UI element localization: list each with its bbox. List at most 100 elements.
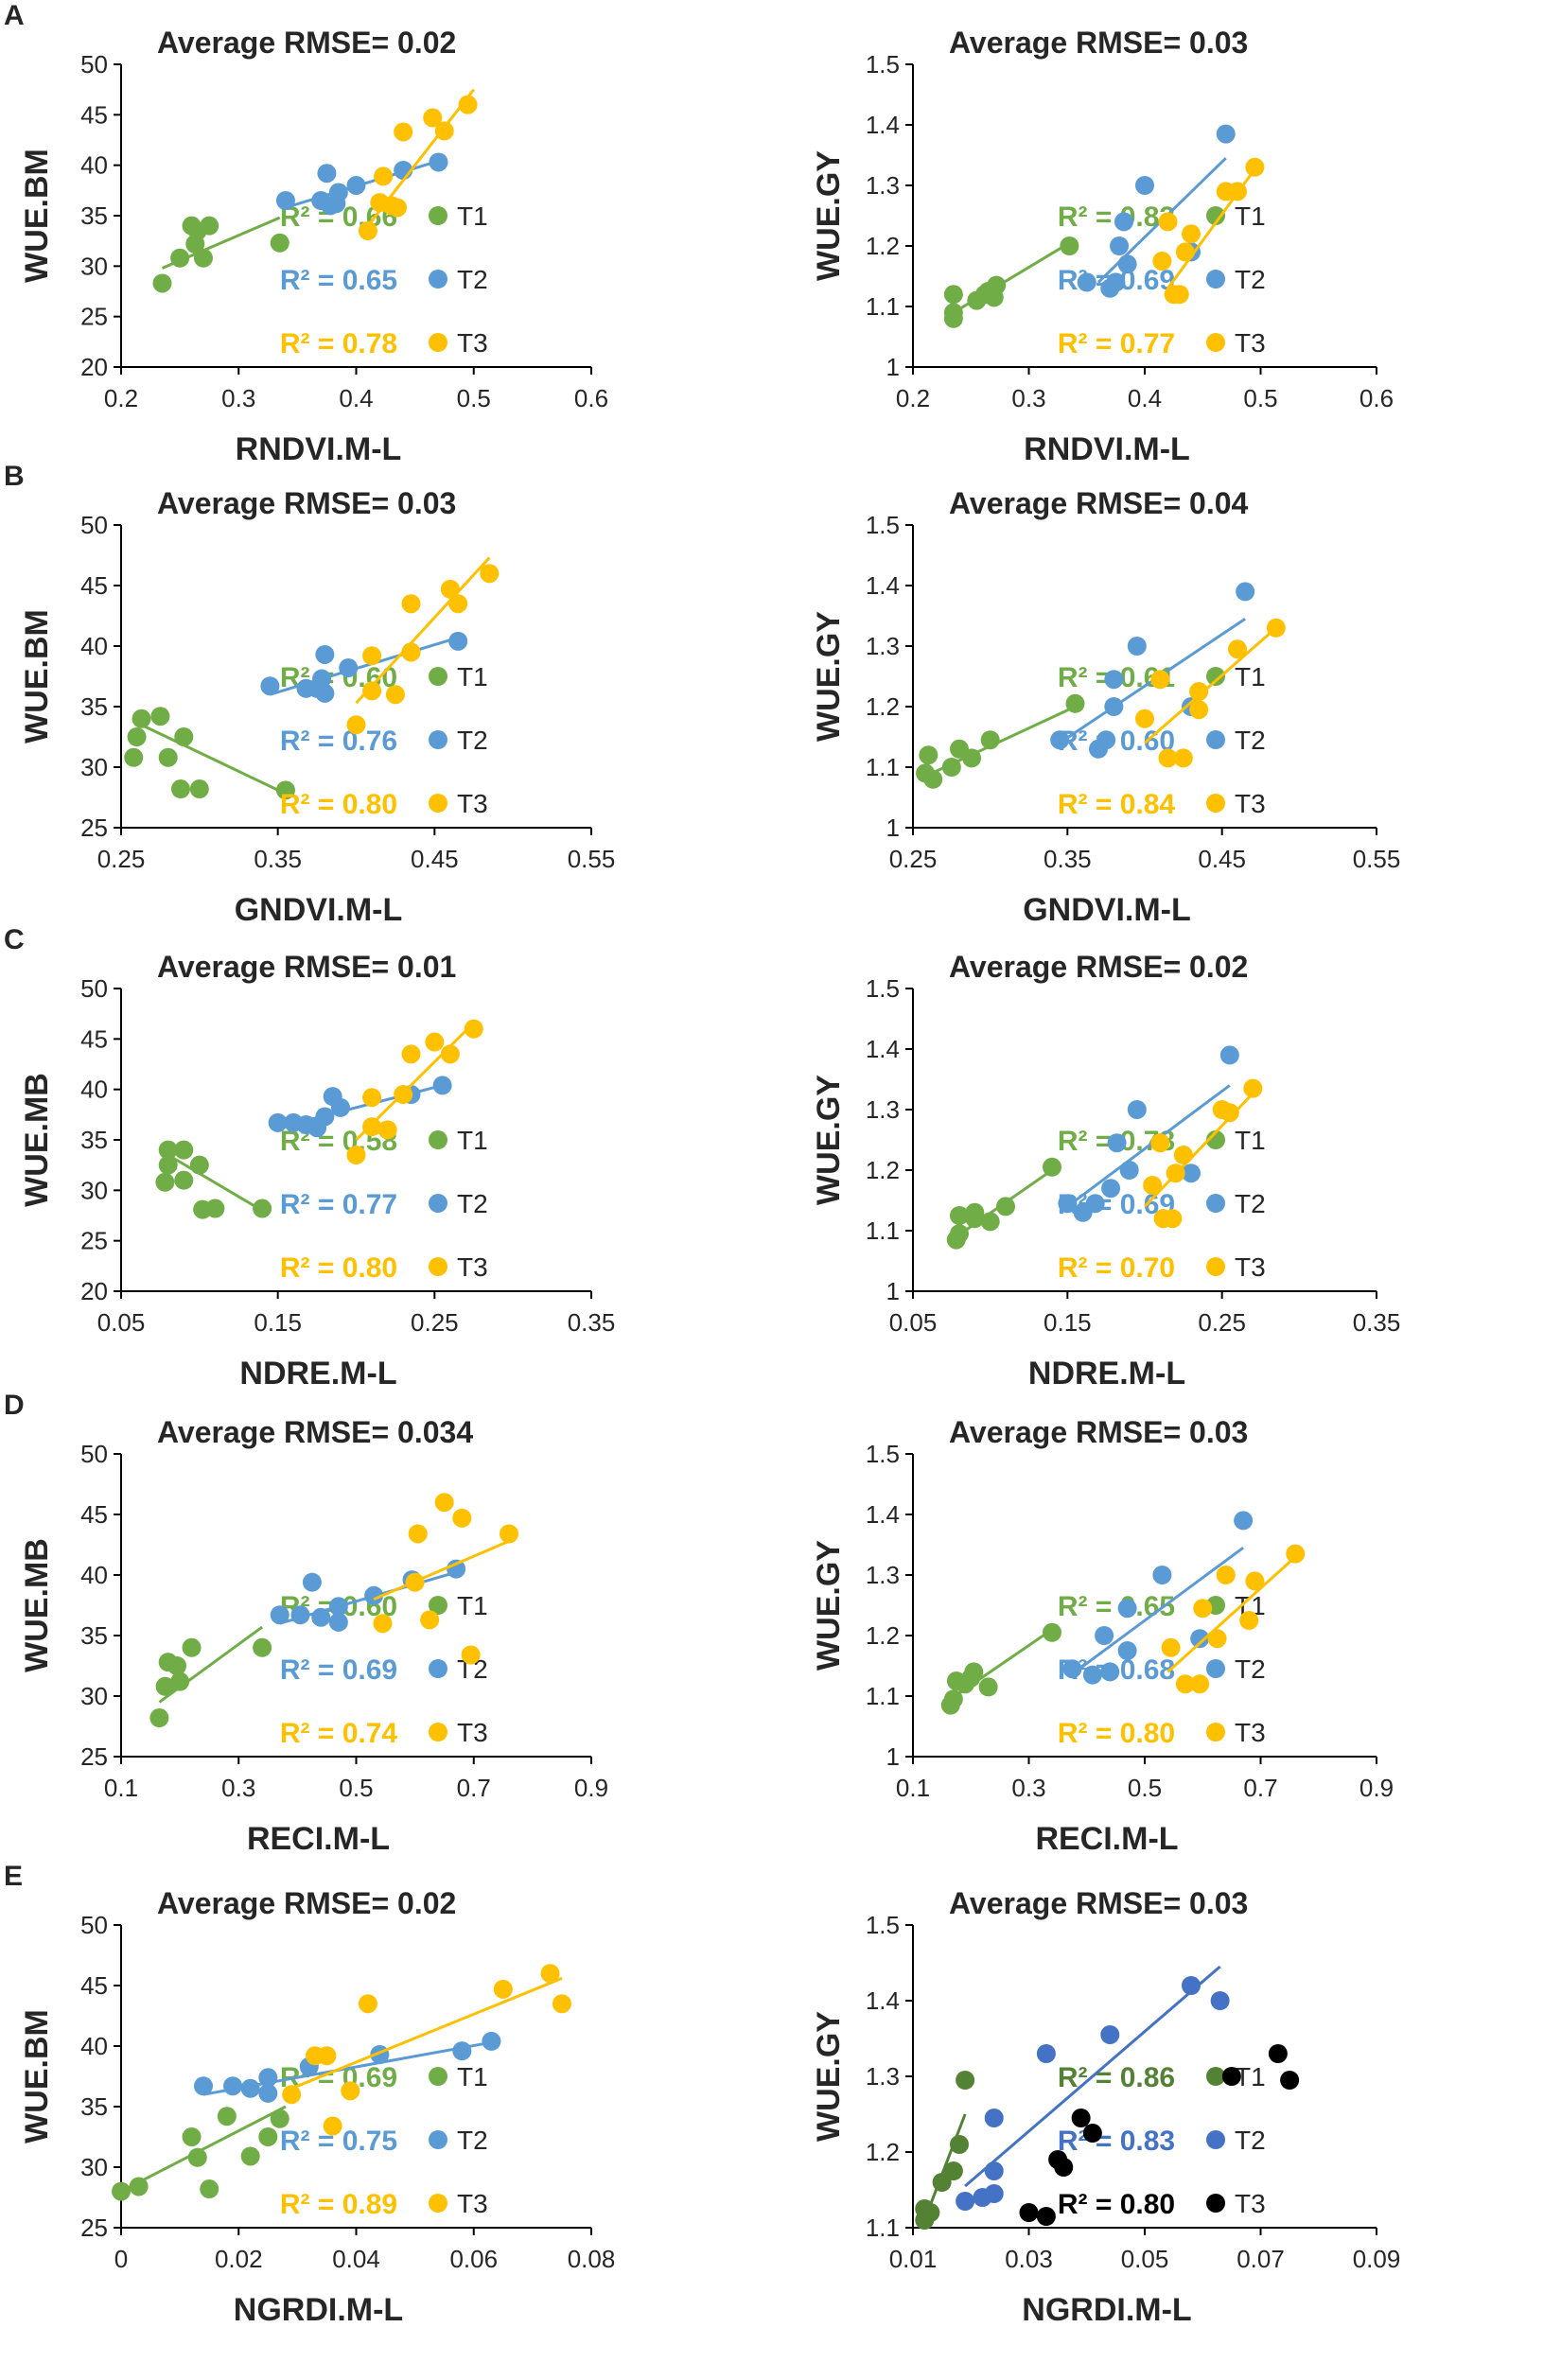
x-tick-label: 0.4 [339, 384, 373, 412]
y-tick-label: 1.5 [866, 1440, 900, 1468]
data-point-t1 [187, 2147, 207, 2167]
panel-letter: A [4, 0, 25, 31]
y-axis-label: WUE.BM [19, 149, 55, 283]
y-tick-label: 1.3 [866, 171, 900, 200]
y-tick-label: 25 [80, 1742, 108, 1771]
data-point-t3 [401, 594, 421, 614]
data-point-t1 [980, 1212, 1000, 1232]
x-tick-label: 0.35 [568, 1308, 616, 1337]
data-point-t3 [1216, 1566, 1236, 1584]
data-point-t3 [1169, 285, 1189, 305]
x-axis-label: NDRE.M-L [239, 1356, 396, 1391]
data-point-t2 [1058, 1194, 1078, 1214]
chart-title: Average RMSE= 0.03 [949, 26, 1248, 60]
y-axis-label: WUE.GY [811, 1540, 847, 1671]
data-point-t3 [1152, 252, 1172, 271]
y-tick-label: 40 [80, 2032, 108, 2060]
data-point-t2 [270, 1605, 289, 1625]
r2-label-t2: R² = 0.83 [1058, 2126, 1175, 2157]
legend-label-t2: T2 [1235, 265, 1266, 294]
data-point-t1 [943, 285, 963, 305]
chart-title: Average RMSE= 0.02 [157, 1886, 456, 1920]
data-point-t1 [158, 1140, 178, 1160]
trendline-t3 [366, 88, 475, 227]
y-tick-label: 1.1 [866, 1682, 900, 1710]
y-tick-label: 1 [886, 1277, 900, 1305]
y-tick-label: 1.1 [866, 1216, 900, 1245]
data-point-t2 [1127, 1100, 1147, 1119]
y-axis-label: WUE.MB [19, 1073, 55, 1207]
data-point-t3 [1036, 2207, 1056, 2226]
data-point-t1 [1043, 1622, 1061, 1642]
r2-label-t3: R² = 0.74 [280, 1718, 398, 1749]
data-point-t1 [956, 2071, 975, 2090]
data-point-t1 [217, 2107, 237, 2126]
data-point-t3 [282, 2085, 302, 2105]
legend-label-t2: T2 [457, 2126, 488, 2155]
data-point-t1 [189, 1155, 209, 1175]
y-tick-label: 1.5 [866, 511, 900, 539]
y-tick-label: 40 [80, 1076, 108, 1104]
data-point-t1 [200, 2179, 219, 2199]
data-point-t1 [964, 1662, 984, 1682]
y-tick-label: 45 [80, 1500, 108, 1529]
y-tick-label: 25 [80, 1227, 108, 1255]
y-tick-label: 45 [80, 100, 108, 129]
x-tick-label: 0.9 [574, 1774, 608, 1802]
data-point-t3 [1161, 1637, 1181, 1657]
chart-panel-5: C Average RMSE= 0.01 20 25 30 35 40 45 50 0.05 0.1… [4, 924, 615, 1391]
data-point-t2 [1100, 2025, 1120, 2044]
x-tick-label: 0.2 [896, 384, 930, 412]
trendline-t1 [955, 1168, 1053, 1238]
r2-label-t2: R² = 0.69 [280, 1654, 397, 1686]
data-point-t1 [174, 1140, 194, 1160]
data-point-t3 [1173, 1146, 1193, 1164]
y-tick-label: 20 [80, 353, 108, 381]
data-point-t3 [1143, 1176, 1163, 1195]
y-tick-label: 1.2 [866, 232, 900, 260]
data-point-t3 [1219, 1103, 1239, 1123]
data-point-t3 [401, 1044, 421, 1064]
data-point-t2 [1036, 2044, 1056, 2063]
legend-marker-t1 [429, 206, 447, 225]
data-point-t1 [996, 1197, 1015, 1216]
legend-label-t1: T1 [457, 2062, 488, 2091]
legend-label-t3: T3 [1235, 328, 1266, 358]
data-point-t1 [124, 747, 144, 767]
x-tick-label: 0.25 [889, 845, 938, 873]
data-point-t3 [362, 646, 382, 666]
data-point-t3 [377, 1120, 397, 1140]
trendline-t1 [953, 241, 1071, 314]
panel-letter: B [4, 461, 25, 492]
x-tick-label: 0.08 [568, 2245, 616, 2273]
legend-label-t1: T1 [1235, 201, 1266, 231]
y-tick-label: 30 [80, 1176, 108, 1204]
chart-panel-7: D Average RMSE= 0.034 25 30 35 40 45 50 0.1 0.3 0.… [4, 1390, 608, 1857]
legend-marker-t1 [1206, 2067, 1225, 2086]
data-point-t1 [182, 2127, 202, 2146]
data-point-t3 [1189, 682, 1209, 701]
data-point-t2 [1135, 176, 1154, 195]
trendline-t2 [277, 1083, 443, 1129]
chart-title: Average RMSE= 0.02 [949, 950, 1248, 984]
y-tick-label: 50 [80, 511, 108, 539]
y-tick-label: 1.3 [866, 2062, 900, 2091]
data-point-t2 [1095, 1626, 1114, 1645]
y-tick-label: 1 [886, 1742, 900, 1771]
chart-title: Average RMSE= 0.03 [949, 1415, 1248, 1449]
y-tick-label: 30 [80, 753, 108, 781]
legend-marker-t2 [1206, 270, 1225, 289]
y-tick-label: 50 [80, 974, 108, 1003]
data-point-t3 [341, 2081, 360, 2101]
data-point-t3 [423, 108, 443, 128]
x-tick-label: 0.45 [411, 845, 459, 873]
x-axis-label: NGRDI.M-L [234, 2292, 403, 2328]
y-tick-label: 1.2 [866, 692, 900, 721]
data-point-t3 [1071, 2109, 1091, 2127]
data-point-t2 [1182, 1164, 1201, 1183]
y-axis-label: WUE.GY [811, 1075, 847, 1205]
legend-label-t2: T2 [1235, 2126, 1266, 2155]
chart-panel-6: Average RMSE= 0.02 1 1.1 1.2 1.3 1.4 1.5 0.05 0.… [811, 950, 1400, 1391]
x-tick-label: 0.5 [339, 1774, 373, 1802]
legend-marker-t2 [1206, 2130, 1225, 2149]
